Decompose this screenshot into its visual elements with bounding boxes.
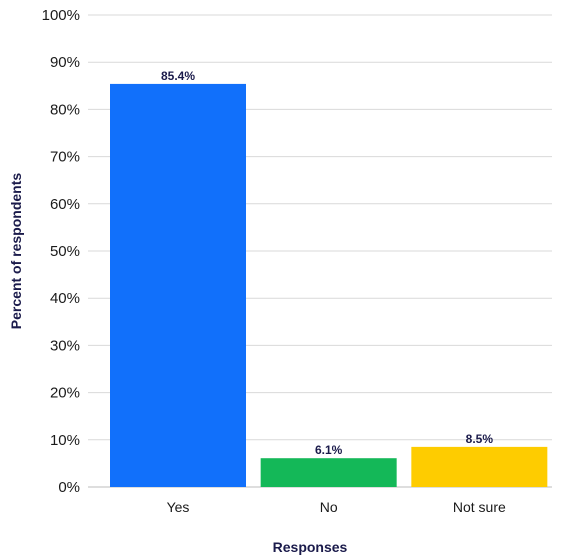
data-label: 8.5% — [466, 432, 494, 446]
y-axis-ticks: 0% 10% 20% 30% 40% 50% 60% 70% 80% 90% 100% — [42, 7, 80, 496]
data-labels: 85.4% 6.1% 8.5% — [161, 69, 493, 457]
y-tick-label: 40% — [50, 290, 80, 307]
y-axis-title: Percent of respondents — [8, 173, 24, 330]
y-tick-label: 20% — [50, 385, 80, 402]
data-label: 6.1% — [315, 443, 343, 457]
y-tick-label: 10% — [50, 432, 80, 449]
bar-yes — [110, 83, 246, 488]
y-tick-label: 80% — [50, 101, 80, 118]
y-tick-label: 100% — [42, 7, 80, 24]
bar-no — [260, 458, 397, 487]
y-tick-label: 30% — [50, 337, 80, 354]
x-category-label: Yes — [167, 499, 190, 515]
y-tick-label: 0% — [58, 479, 80, 496]
bars — [110, 83, 548, 488]
y-tick-label: 60% — [50, 196, 80, 213]
y-tick-label: 70% — [50, 149, 80, 166]
x-category-label: Not sure — [453, 499, 506, 515]
x-axis-categories: Yes No Not sure — [167, 499, 506, 515]
x-axis-title: Responses — [273, 539, 348, 555]
y-tick-label: 50% — [50, 243, 80, 260]
bar-not-sure — [411, 446, 548, 487]
y-tick-label: 90% — [50, 54, 80, 71]
x-category-label: No — [320, 499, 338, 515]
data-label: 85.4% — [161, 69, 195, 83]
